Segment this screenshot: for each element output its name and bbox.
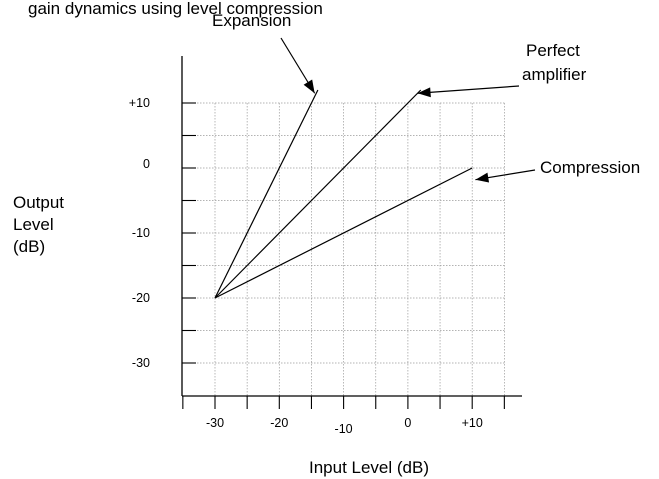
series-expansion: [214, 89, 319, 299]
series-compression: [214, 167, 473, 299]
x-tick-label: -30: [206, 416, 224, 430]
x-axis-label: Input Level (dB): [309, 458, 429, 477]
ticks: [182, 102, 505, 409]
y-axis-label-line-1: Output: [13, 193, 64, 212]
x-tick-label: 0: [404, 416, 411, 430]
tick-labels: -30 -20 -10 0 +10 +10 0 -10 -20 -30: [129, 96, 483, 436]
x-tick-label: +10: [462, 416, 483, 430]
annotations: Expansion Perfect amplifier Compression: [212, 11, 640, 183]
annotation-perfect-amplifier-arrowhead: [417, 87, 431, 98]
y-tick-label: +10: [129, 96, 150, 110]
header-fragment: gain dynamics using level compression: [28, 0, 323, 18]
grid: [182, 102, 505, 396]
y-tick-label: 0: [143, 157, 150, 171]
x-tick-label: -10: [335, 422, 353, 436]
x-tick-label: -20: [270, 416, 288, 430]
y-tick-label: -30: [132, 356, 150, 370]
y-tick-label: -10: [132, 226, 150, 240]
y-axis-label: Output Level (dB): [13, 193, 64, 256]
annotation-expansion-arrowhead: [303, 79, 315, 94]
annotation-expansion-text: Expansion: [212, 11, 291, 30]
y-axis-label-line-3: (dB): [13, 237, 45, 256]
curves: [214, 89, 473, 299]
annotation-perfect-amplifier-arrow-shaft: [417, 85, 520, 94]
y-tick-label: -20: [132, 291, 150, 305]
axes: [181, 56, 522, 397]
annotation-perfect-amplifier-text: amplifier: [522, 65, 587, 84]
series-perfect-amplifier: [214, 89, 422, 299]
annotation-compression-text: Compression: [540, 158, 640, 177]
annotation-compression-arrowhead: [475, 172, 490, 183]
y-axis-label-line-2: Level: [13, 215, 54, 234]
annotation-perfect-amplifier-text: Perfect: [526, 41, 580, 60]
